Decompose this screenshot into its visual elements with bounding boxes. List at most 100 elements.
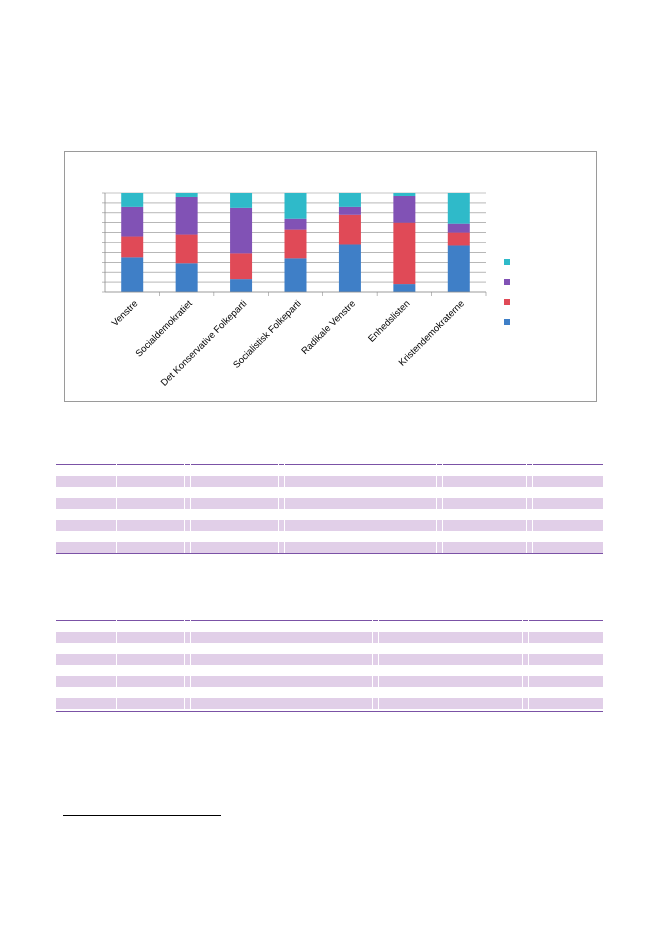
column-separator [522, 676, 523, 687]
header-tick [526, 463, 527, 466]
bar-segment [175, 196, 198, 235]
header-tick [116, 619, 117, 622]
header-tick [278, 463, 279, 466]
bar-segment [338, 193, 361, 207]
bar-segment [121, 193, 144, 207]
column-separator [190, 676, 191, 687]
bar-segment [393, 193, 416, 196]
column-separator [284, 542, 285, 553]
column-separator [378, 632, 379, 643]
chart-frame: Venstre Socialdemokratiet Det Konservative… [64, 151, 597, 402]
table-bottom-rule [56, 553, 603, 554]
bar-segment [230, 253, 253, 280]
table-row [56, 531, 603, 542]
header-tick [372, 619, 373, 622]
header-tick [184, 463, 185, 466]
column-separator [116, 520, 117, 531]
table-row [56, 509, 603, 520]
column-separator [442, 542, 443, 553]
table-top-rule [56, 620, 603, 621]
column-separator [278, 542, 279, 553]
table-2 [56, 619, 603, 712]
x-tick-label: Socialdemokratiet [134, 298, 195, 359]
legend-marker [504, 319, 510, 325]
bar-segment [447, 223, 470, 233]
bar-segment [284, 258, 307, 292]
footnote-rule [63, 815, 221, 816]
table-row [56, 665, 603, 676]
column-separator [528, 698, 529, 709]
column-separator [278, 520, 279, 531]
header-tick [378, 619, 379, 622]
header-tick [522, 619, 523, 622]
column-separator [372, 676, 373, 687]
column-separator [436, 476, 437, 487]
bar-segment [121, 236, 144, 258]
table-row [56, 487, 603, 498]
column-separator [190, 520, 191, 531]
table-row [56, 498, 603, 509]
legend-marker [504, 299, 510, 305]
x-tick-label: Enhedslisten [366, 298, 412, 344]
table-row [56, 476, 603, 487]
header-tick [190, 463, 191, 466]
bar-segment [447, 245, 470, 292]
column-separator [372, 698, 373, 709]
table-row [56, 542, 603, 553]
column-separator [184, 476, 185, 487]
column-separator [190, 654, 191, 665]
bar-segment [121, 257, 144, 292]
legend-marker [504, 259, 510, 265]
column-separator [436, 520, 437, 531]
column-separator [116, 698, 117, 709]
column-separator [532, 498, 533, 509]
column-separator [528, 676, 529, 687]
table-row [56, 520, 603, 531]
bar-segment [121, 206, 144, 237]
column-separator [522, 632, 523, 643]
column-separator [526, 498, 527, 509]
column-separator [528, 632, 529, 643]
column-separator [284, 498, 285, 509]
column-separator [190, 632, 191, 643]
bar-segment [284, 218, 307, 230]
legend-marker [504, 279, 510, 285]
bar-segment [230, 193, 253, 208]
column-separator [442, 498, 443, 509]
bar-segment [338, 214, 361, 245]
column-separator [278, 476, 279, 487]
column-separator [372, 632, 373, 643]
table-top-rule [56, 464, 603, 465]
table-row [56, 553, 603, 564]
column-separator [184, 676, 185, 687]
column-separator [184, 498, 185, 509]
column-separator [528, 654, 529, 665]
column-separator [522, 698, 523, 709]
x-tick-label: Radikale Venstre [299, 298, 358, 357]
bar-segment [393, 284, 416, 292]
column-separator [532, 542, 533, 553]
header-tick [532, 463, 533, 466]
bar-segment [175, 263, 198, 292]
column-separator [526, 476, 527, 487]
header-tick [184, 619, 185, 622]
column-separator [116, 498, 117, 509]
header-tick [528, 619, 529, 622]
column-separator [116, 542, 117, 553]
bar-segment [284, 229, 307, 259]
header-tick [190, 619, 191, 622]
bar-segment [338, 244, 361, 292]
column-separator [190, 476, 191, 487]
bar-segment [447, 193, 470, 224]
bar-segment [230, 207, 253, 254]
column-separator [184, 698, 185, 709]
column-separator [532, 520, 533, 531]
column-separator [284, 476, 285, 487]
column-separator [190, 498, 191, 509]
table-row [56, 632, 603, 643]
column-separator [442, 520, 443, 531]
column-separator [284, 520, 285, 531]
column-separator [378, 676, 379, 687]
table-row [56, 687, 603, 698]
